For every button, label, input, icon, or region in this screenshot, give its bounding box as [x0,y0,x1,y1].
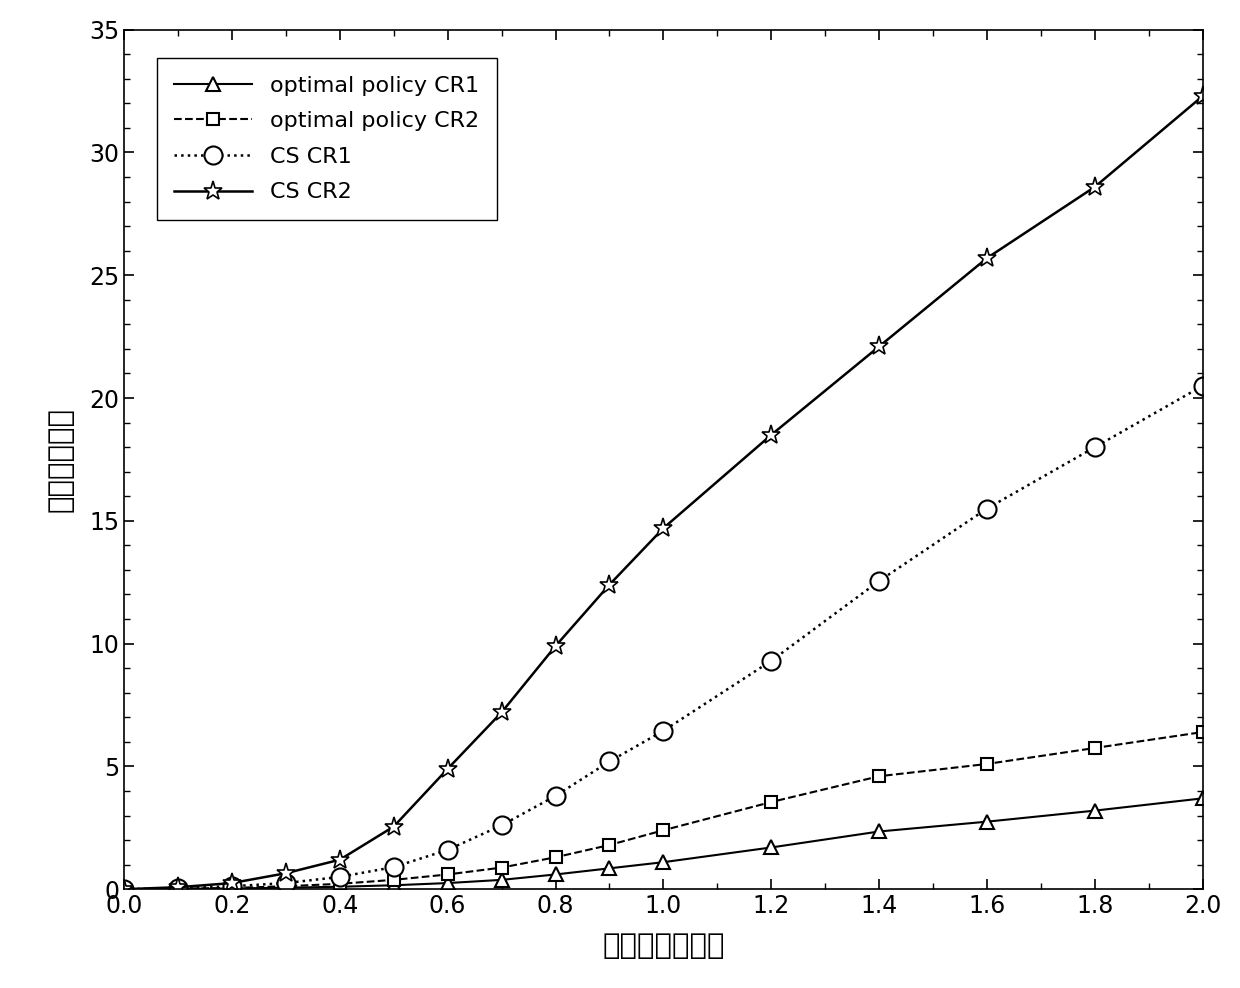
optimal policy CR2 [170,883,186,895]
optimal policy CR1 [494,874,508,886]
optimal policy CR1 [1195,792,1210,804]
optimal policy CR1 [170,883,186,895]
Line: CS CR2: CS CR2 [114,86,1213,899]
optimal policy CR1 [548,868,563,880]
CS CR2 [656,523,671,535]
CS CR2 [224,877,239,889]
Line: optimal policy CR1: optimal policy CR1 [117,791,1210,896]
optimal policy CR1 [387,879,402,891]
optimal policy CR1 [980,816,994,828]
CS CR2 [548,640,563,652]
CS CR2 [872,341,887,353]
optimal policy CR2 [387,874,402,886]
CS CR2 [170,881,186,893]
Y-axis label: 网络平均能耗: 网络平均能耗 [47,407,74,512]
CS CR2 [1195,90,1210,102]
optimal policy CR1 [1087,804,1102,816]
CS CR1 [764,655,779,667]
CS CR1 [603,756,618,768]
optimal policy CR2 [278,880,293,892]
Legend: optimal policy CR1, optimal policy CR2, CS CR1, CS CR2: optimal policy CR1, optimal policy CR2, … [156,58,497,220]
optimal policy CR2 [332,878,347,890]
CS CR1 [494,819,508,831]
optimal policy CR2 [224,882,239,894]
CS CR1 [656,725,671,737]
optimal policy CR1 [440,877,455,889]
optimal policy CR1 [117,883,131,895]
CS CR2 [387,821,402,833]
optimal policy CR2 [117,883,131,895]
optimal policy CR1 [278,882,293,894]
CS CR1 [170,882,186,894]
CS CR2 [764,429,779,441]
CS CR2 [117,883,131,895]
optimal policy CR2 [1195,726,1210,738]
optimal policy CR1 [656,857,671,868]
optimal policy CR2 [440,868,455,880]
CS CR2 [494,706,508,718]
optimal policy CR1 [872,826,887,838]
optimal policy CR1 [764,842,779,854]
optimal policy CR2 [603,839,618,851]
optimal policy CR2 [656,824,671,836]
CS CR1 [872,575,887,587]
CS CR1 [278,877,293,889]
CS CR1 [387,862,402,873]
Line: CS CR1: CS CR1 [115,376,1211,898]
CS CR1 [440,844,455,856]
Line: optimal policy CR2: optimal policy CR2 [118,726,1209,895]
optimal policy CR2 [494,862,508,873]
X-axis label: 网络负载量化値: 网络负载量化値 [603,932,724,960]
optimal policy CR1 [603,863,618,874]
optimal policy CR1 [224,882,239,894]
CS CR1 [332,871,347,883]
optimal policy CR2 [764,796,779,808]
optimal policy CR2 [548,852,563,864]
CS CR1 [1087,442,1102,453]
optimal policy CR1 [332,881,347,893]
CS CR1 [117,883,131,895]
CS CR2 [440,763,455,775]
CS CR1 [1195,379,1210,391]
CS CR2 [332,854,347,865]
optimal policy CR2 [1087,742,1102,754]
CS CR2 [603,579,618,591]
CS CR1 [224,880,239,892]
CS CR2 [1087,181,1102,193]
CS CR2 [278,867,293,879]
optimal policy CR2 [980,758,994,770]
CS CR2 [980,252,994,264]
optimal policy CR2 [872,771,887,782]
CS CR1 [548,790,563,802]
CS CR1 [980,503,994,515]
